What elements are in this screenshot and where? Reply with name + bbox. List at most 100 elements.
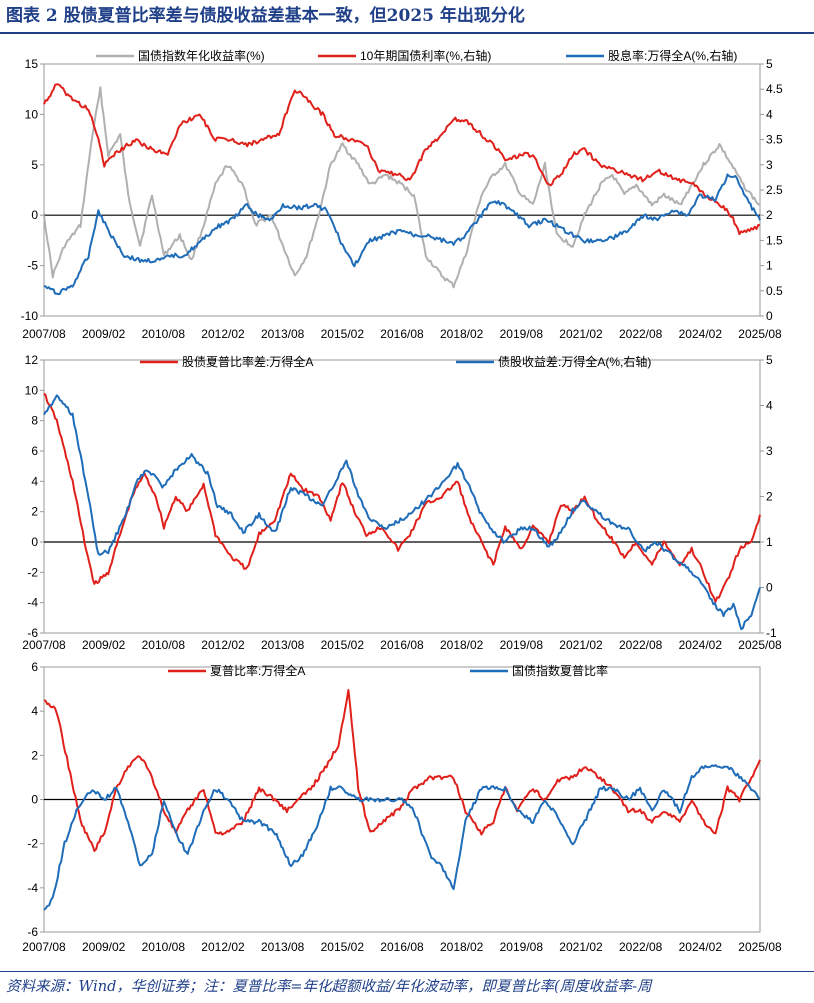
right-tick-label: 0.5 (766, 284, 783, 298)
x-tick-label: 2021/02 (559, 940, 603, 954)
x-tick-label: 2025/08 (738, 940, 782, 954)
legend-label: 夏普比率:万得全A (210, 663, 305, 678)
x-tick-label: 2021/02 (559, 327, 603, 341)
legend-label: 股债夏普比率差:万得全A (182, 354, 313, 369)
left-tick-label: -5 (27, 259, 38, 273)
x-tick-label: 2007/08 (22, 327, 66, 341)
x-tick-label: 2018/02 (440, 940, 484, 954)
left-tick-label: 0 (31, 535, 38, 549)
right-tick-label: 0 (766, 581, 773, 595)
left-tick-label: 5 (31, 158, 38, 172)
x-tick-label: 2007/08 (22, 940, 66, 954)
x-tick-label: 2024/02 (679, 940, 723, 954)
series-line-blue (43, 394, 761, 631)
legend-label: 国债指数夏普比率 (512, 663, 608, 678)
x-tick-label: 2018/02 (440, 638, 484, 652)
left-tick-label: -4 (27, 881, 38, 895)
x-tick-label: 2019/08 (500, 638, 544, 652)
chart-sharpe-ratios: -6 -4 -2 0 2 4 6 2007/08 2009/02 2010/08 2012/02 20… (22, 660, 782, 954)
left-tick-label: 15 (25, 57, 39, 71)
left-tick-label: -4 (27, 596, 38, 610)
right-tick-label: 3.5 (766, 133, 783, 147)
x-tick-label: 2016/08 (380, 940, 424, 954)
left-tick-label: 6 (31, 660, 38, 674)
left-tick-label: 4 (31, 704, 38, 718)
x-tick-label: 2009/02 (82, 327, 126, 341)
left-tick-label: -2 (27, 565, 38, 579)
series-line-gray (43, 86, 760, 289)
series-line-red (43, 689, 761, 852)
right-tick-label: 4 (766, 107, 773, 121)
right-tick-label: 4 (766, 399, 773, 413)
x-tick-label: 2024/02 (679, 638, 723, 652)
left-tick-label: 4 (31, 474, 38, 488)
plot-frame (43, 63, 761, 317)
right-tick-label: 0 (766, 309, 773, 323)
right-tick-label: 3 (766, 444, 773, 458)
x-tick-label: 2019/08 (500, 327, 544, 341)
x-tick-label: 2012/02 (201, 940, 245, 954)
source-note: 资料来源：Wind，华创证券；注：夏普比率=年化超额收益/年化波动率，即夏普比率… (6, 979, 652, 995)
right-tick-label: 1.5 (766, 233, 783, 247)
x-tick-label: 2010/08 (142, 940, 186, 954)
plot-frame (43, 359, 761, 634)
right-tick-label: 5 (766, 353, 773, 367)
left-tick-label: 2 (31, 505, 38, 519)
series-line-blue (43, 173, 761, 296)
left-tick-label: 10 (25, 383, 39, 397)
x-tick-label: 2015/02 (321, 327, 365, 341)
x-tick-label: 2013/08 (261, 638, 305, 652)
left-tick-label: 0 (31, 208, 38, 222)
x-tick-label: 2016/08 (380, 327, 424, 341)
series-line-blue (43, 764, 761, 911)
legend-label: 债股收益差:万得全A(%,右轴) (498, 354, 651, 369)
left-tick-label: 12 (25, 353, 39, 367)
x-tick-label: 2025/08 (738, 327, 782, 341)
right-tick-label: 3 (766, 158, 773, 172)
left-tick-label: -10 (21, 309, 39, 323)
x-tick-label: 2022/08 (619, 940, 663, 954)
series-line-red (43, 392, 761, 603)
title-divider (0, 32, 814, 34)
left-tick-label: 0 (31, 793, 38, 807)
right-tick-label: 5 (766, 57, 773, 71)
series-line-red (43, 83, 761, 236)
left-tick-label: 8 (31, 414, 38, 428)
x-tick-label: 2010/08 (142, 638, 186, 652)
right-tick-label: 2 (766, 490, 773, 504)
left-tick-label: -6 (27, 925, 38, 939)
right-tick-label: 4.5 (766, 82, 783, 96)
x-tick-label: 2013/08 (261, 940, 305, 954)
footer-divider (0, 971, 814, 972)
x-tick-label: 2013/08 (261, 327, 305, 341)
left-tick-label: -2 (27, 837, 38, 851)
left-tick-label: -6 (27, 626, 38, 640)
right-tick-label: 2.5 (766, 183, 783, 197)
x-tick-label: 2019/08 (500, 940, 544, 954)
x-tick-label: 2015/02 (321, 940, 365, 954)
right-tick-label: 2 (766, 208, 773, 222)
x-tick-label: 2009/02 (82, 940, 126, 954)
left-tick-label: 10 (25, 107, 39, 121)
x-tick-label: 2007/08 (22, 638, 66, 652)
x-tick-label: 2012/02 (201, 638, 245, 652)
legend-label: 10年期国债利率(%,右轴) (360, 48, 491, 63)
figure-title: 图表 2 股债夏普比率差与债股收益差基本一致，但2025 年出现分化 (6, 6, 525, 26)
x-tick-label: 2018/02 (440, 327, 484, 341)
x-tick-label: 2012/02 (201, 327, 245, 341)
left-tick-label: 2 (31, 748, 38, 762)
x-tick-label: 2015/02 (321, 638, 365, 652)
x-tick-label: 2022/08 (619, 638, 663, 652)
x-tick-label: 2025/08 (738, 638, 782, 652)
right-tick-label: 1 (766, 535, 773, 549)
right-tick-label: -1 (766, 626, 777, 640)
x-tick-label: 2009/02 (82, 638, 126, 652)
x-tick-label: 2024/02 (679, 327, 723, 341)
legend-label: 国债指数年化收益率(%) (138, 48, 265, 63)
x-tick-label: 2010/08 (142, 327, 186, 341)
x-tick-label: 2016/08 (380, 638, 424, 652)
right-tick-label: 1 (766, 259, 773, 273)
left-tick-label: 6 (31, 444, 38, 458)
x-tick-label: 2021/02 (559, 638, 603, 652)
